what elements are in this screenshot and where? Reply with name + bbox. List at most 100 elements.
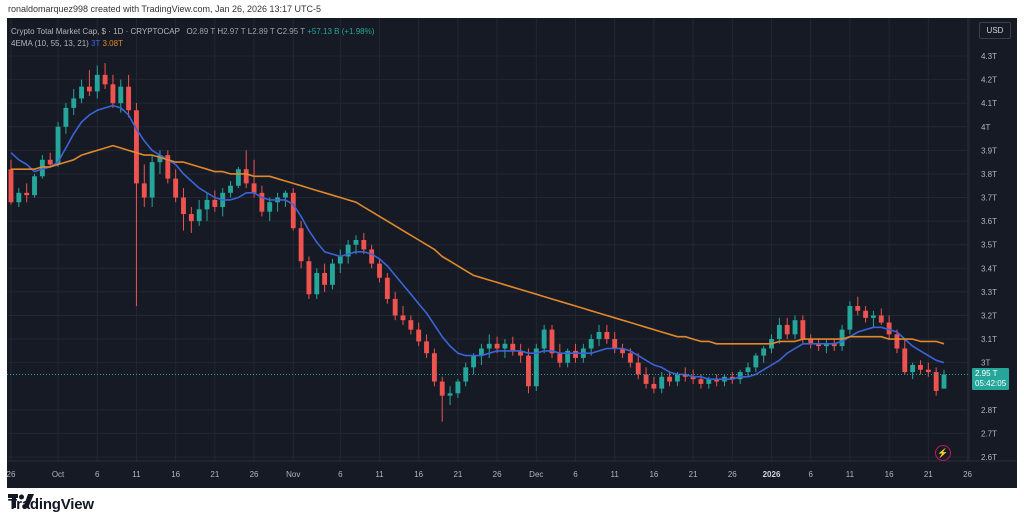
y-tick-label: 4.2T bbox=[981, 76, 997, 85]
candle-body bbox=[290, 192, 296, 229]
x-tick-label: 11 bbox=[375, 470, 384, 479]
x-tick-label: 6 bbox=[338, 470, 343, 479]
x-tick-label: Nov bbox=[286, 470, 300, 479]
chart-frame[interactable]: 4.3T 4.2T 4.1T 4T 3.9T 3.8T 3.7T 3.6T 3.5T 3.4T 3.… bbox=[7, 18, 1017, 488]
x-tick-label: 16 bbox=[649, 470, 658, 479]
candle-body bbox=[808, 339, 814, 344]
candle-body bbox=[298, 228, 304, 262]
candle-body bbox=[753, 355, 759, 368]
candle-body bbox=[541, 329, 547, 349]
candle-body bbox=[659, 376, 665, 389]
x-tick-label: 6 bbox=[573, 470, 578, 479]
candle-body bbox=[620, 348, 625, 354]
candle-body bbox=[800, 320, 806, 340]
candle-body bbox=[667, 376, 673, 382]
ema-fast-value: 3T bbox=[91, 39, 101, 48]
candle-body bbox=[910, 365, 916, 373]
candle-body bbox=[651, 383, 657, 389]
candle-body bbox=[204, 199, 210, 210]
currency-button[interactable]: USD bbox=[979, 22, 1011, 39]
candle-body bbox=[737, 372, 743, 380]
candle-body bbox=[823, 343, 829, 347]
y-tick-label: 3.7T bbox=[981, 194, 997, 203]
candle-body bbox=[729, 376, 735, 380]
candle-body bbox=[463, 367, 469, 382]
candle-body bbox=[682, 374, 688, 377]
y-tick-label: 3.4T bbox=[981, 264, 997, 273]
candle-body bbox=[408, 320, 414, 330]
candle-body bbox=[32, 176, 37, 196]
candle-body bbox=[322, 273, 328, 285]
y-tick-label: 3.2T bbox=[981, 311, 997, 320]
ema-slow-value: 3.08T bbox=[102, 39, 123, 48]
low-value: 2.89 T bbox=[252, 27, 275, 36]
candle-body bbox=[502, 343, 508, 349]
last-price-tag: 2.95 T 05:42:05 bbox=[972, 368, 1010, 391]
candle-body bbox=[110, 84, 116, 104]
candle-body bbox=[228, 185, 233, 193]
candle-body bbox=[251, 183, 257, 193]
x-tick-label: 16 bbox=[885, 470, 894, 479]
x-tick-label: 26 bbox=[493, 470, 502, 479]
candle-body bbox=[149, 162, 155, 198]
candle-body bbox=[627, 353, 633, 363]
candle-body bbox=[126, 86, 132, 111]
indicator-label[interactable]: 4EMA (10, 55, 13, 21) bbox=[11, 39, 89, 48]
x-tick-label: 26 bbox=[728, 470, 737, 479]
candle-body bbox=[612, 339, 618, 349]
candle-body bbox=[439, 381, 445, 396]
candle-body bbox=[416, 329, 422, 342]
candle-body bbox=[330, 263, 335, 285]
candle-body bbox=[714, 379, 720, 382]
candle-body bbox=[267, 202, 273, 212]
y-tick-label: 4.3T bbox=[981, 52, 997, 61]
candle-body bbox=[353, 239, 359, 245]
candle-body bbox=[674, 374, 680, 382]
candle-body bbox=[86, 86, 92, 92]
candle-body bbox=[377, 263, 382, 278]
legend-indicator-row: 4EMA (10, 55, 13, 21) 3T 3.08T bbox=[11, 38, 374, 50]
candle-body bbox=[690, 376, 696, 380]
y-tick-label: 3.5T bbox=[981, 241, 997, 250]
candle-body bbox=[243, 169, 249, 184]
candle-body bbox=[478, 348, 484, 356]
candle-body bbox=[706, 379, 712, 384]
x-tick-label: 21 bbox=[689, 470, 698, 479]
ema-slow-line bbox=[11, 144, 945, 345]
close-value: 2.95 T bbox=[282, 27, 305, 36]
candle-body bbox=[902, 348, 908, 373]
candle-body bbox=[831, 343, 837, 347]
candle-body bbox=[71, 98, 77, 108]
y-tick-label: 3.6T bbox=[981, 217, 997, 226]
y-tick-label: 3.3T bbox=[981, 288, 997, 297]
candlestick-chart[interactable]: 4.3T 4.2T 4.1T 4T 3.9T 3.8T 3.7T 3.6T 3.5T 3.4T 3.… bbox=[7, 18, 1017, 488]
candle-body bbox=[894, 334, 900, 349]
candle-body bbox=[431, 353, 437, 382]
candle-body bbox=[839, 329, 845, 347]
candle-body bbox=[510, 343, 516, 351]
symbol-title[interactable]: Crypto Total Market Cap, $ · 1D · CRYPTO… bbox=[11, 27, 180, 36]
footer-branding: TradingView bbox=[8, 494, 94, 514]
candle-body bbox=[314, 273, 320, 295]
lightning-icon[interactable]: ⚡ bbox=[935, 445, 951, 461]
candle-body bbox=[345, 244, 351, 257]
candle-body bbox=[282, 192, 288, 198]
candle-body bbox=[557, 353, 563, 363]
candle-body bbox=[424, 341, 429, 354]
candle-body bbox=[776, 324, 782, 340]
candle-body bbox=[871, 315, 876, 318]
candle-body bbox=[196, 209, 202, 222]
candle-body bbox=[337, 256, 343, 264]
candle-body bbox=[79, 86, 84, 99]
candle-body bbox=[173, 178, 179, 198]
candle-body bbox=[761, 348, 767, 356]
candle-body bbox=[549, 329, 555, 354]
candle-body bbox=[55, 126, 61, 165]
candle-body bbox=[63, 107, 69, 127]
plot-background bbox=[7, 18, 1017, 488]
chart-legend: Crypto Total Market Cap, $ · 1D · CRYPTO… bbox=[11, 26, 374, 50]
candle-body bbox=[471, 355, 477, 368]
y-tick-label: 3.8T bbox=[981, 170, 997, 179]
candle-body bbox=[816, 343, 821, 347]
candle-body bbox=[306, 261, 312, 295]
